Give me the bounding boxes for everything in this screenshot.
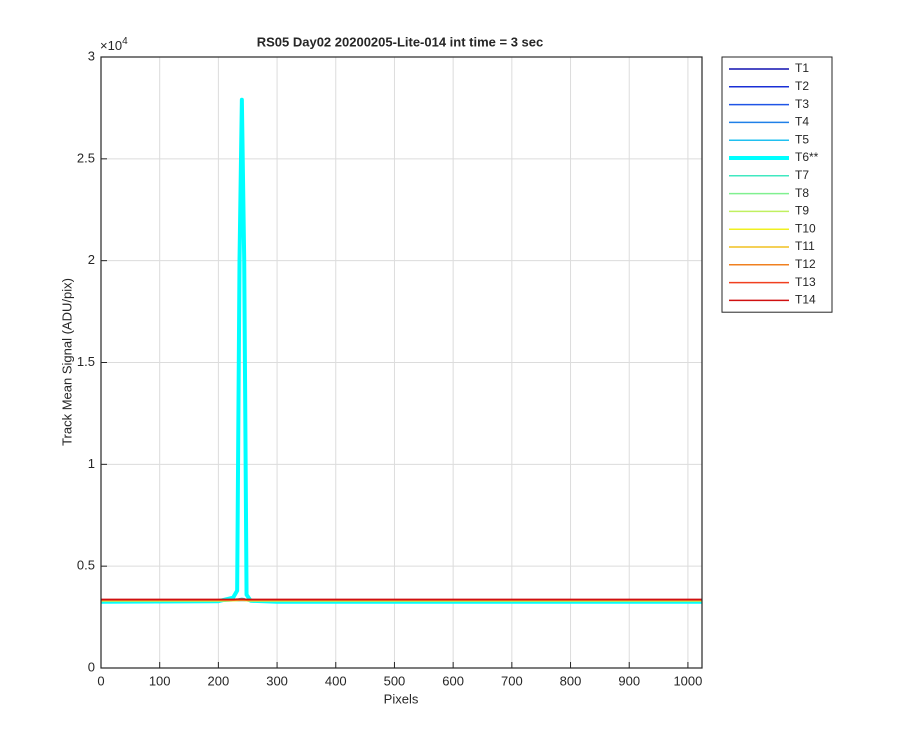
x-tick-label: 200 [208, 673, 230, 688]
legend-label: T12 [795, 257, 816, 271]
legend-label: T9 [795, 204, 809, 218]
legend-label: T11 [795, 239, 815, 253]
y-tick-label: 0.5 [77, 558, 95, 573]
x-tick-label: 700 [501, 673, 523, 688]
legend-label: T6** [795, 150, 819, 164]
y-tick-label: 1.5 [77, 354, 95, 369]
y-tick-label: 0 [88, 659, 95, 674]
legend-label: T1 [795, 61, 809, 75]
legend-label: T5 [795, 132, 809, 146]
x-tick-label: 800 [560, 673, 582, 688]
x-tick-label: 1000 [673, 673, 702, 688]
x-tick-label: 600 [442, 673, 464, 688]
exponent-power: 4 [122, 36, 128, 47]
y-axis-label: Track Mean Signal (ADU/pix) [59, 278, 74, 446]
legend-box [721, 56, 833, 313]
legend-label: T10 [795, 221, 816, 235]
legend-label: T14 [795, 293, 816, 307]
legend-label: T8 [795, 186, 809, 200]
exponent-base: ×10 [100, 38, 122, 53]
legend-label: T4 [795, 115, 809, 129]
legend-label: T13 [795, 275, 816, 289]
y-tick-label: 3 [88, 48, 95, 63]
x-tick-label: 900 [618, 673, 640, 688]
y-tick-label: 2 [88, 252, 95, 267]
legend-label: T2 [795, 79, 809, 93]
x-tick-label: 300 [266, 673, 288, 688]
x-axis-label: Pixels [384, 691, 419, 706]
x-tick-label: 400 [325, 673, 347, 688]
x-tick-label: 0 [97, 673, 104, 688]
legend-label: T7 [795, 168, 809, 182]
y-tick-label: 2.5 [77, 150, 95, 165]
legend-label: T3 [795, 97, 809, 111]
y-tick-label: 1 [88, 456, 95, 471]
x-tick-label: 100 [149, 673, 171, 688]
chart-title: RS05 Day02 20200205-Lite-014 int time = … [257, 34, 544, 49]
x-tick-label: 500 [384, 673, 406, 688]
y-exponent: ×104 [100, 36, 128, 54]
plot-frame [100, 56, 703, 669]
